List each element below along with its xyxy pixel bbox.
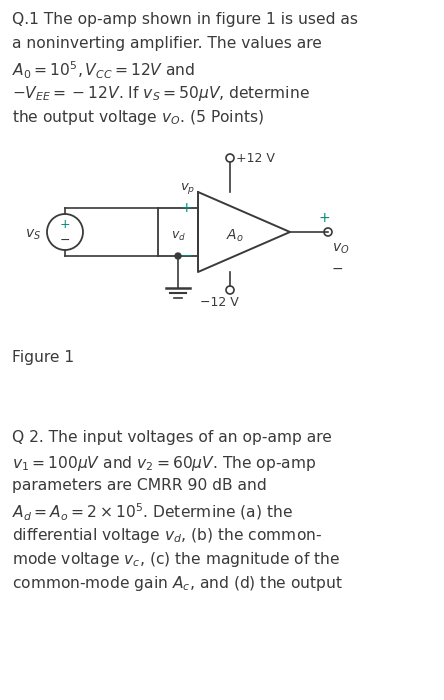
Circle shape xyxy=(175,253,181,259)
Text: −: − xyxy=(332,262,344,276)
Text: the output voltage $v_O$. (5 Points): the output voltage $v_O$. (5 Points) xyxy=(12,108,264,127)
Text: $-V_{EE} = -12V$. If $v_S = 50\mu V$, determine: $-V_{EE} = -12V$. If $v_S = 50\mu V$, de… xyxy=(12,84,310,103)
Text: a noninverting amplifier. The values are: a noninverting amplifier. The values are xyxy=(12,36,322,51)
Text: −: − xyxy=(60,234,70,246)
Text: +: + xyxy=(59,218,70,230)
Text: $A_d = A_o = 2 \times 10^5$. Determine (a) the: $A_d = A_o = 2 \times 10^5$. Determine (… xyxy=(12,502,293,523)
Text: mode voltage $v_c$, (c) the magnitude of the: mode voltage $v_c$, (c) the magnitude of… xyxy=(12,550,341,569)
Text: $A_o$: $A_o$ xyxy=(226,228,244,244)
Text: Figure 1: Figure 1 xyxy=(12,350,74,365)
Text: −: − xyxy=(180,249,192,263)
Text: $v_1 = 100\mu V$ and $v_2 = 60\mu V$. The op-amp: $v_1 = 100\mu V$ and $v_2 = 60\mu V$. Th… xyxy=(12,454,317,473)
Text: $A_0 = 10^5, V_{CC} = 12V$ and: $A_0 = 10^5, V_{CC} = 12V$ and xyxy=(12,60,195,81)
Text: Q 2. The input voltages of an op-amp are: Q 2. The input voltages of an op-amp are xyxy=(12,430,332,445)
Text: $v_d$: $v_d$ xyxy=(170,230,186,243)
Text: $v_S$: $v_S$ xyxy=(25,228,41,242)
Text: $v_O$: $v_O$ xyxy=(332,242,349,256)
Text: Q.1 The op-amp shown in figure 1 is used as: Q.1 The op-amp shown in figure 1 is used… xyxy=(12,12,358,27)
Text: parameters are CMRR 90 dB and: parameters are CMRR 90 dB and xyxy=(12,478,267,493)
Text: common-mode gain $A_c$, and (d) the output: common-mode gain $A_c$, and (d) the outp… xyxy=(12,574,343,593)
Text: +12 V: +12 V xyxy=(236,152,275,165)
Text: +: + xyxy=(180,201,192,215)
Text: differential voltage $v_d$, (b) the common-: differential voltage $v_d$, (b) the comm… xyxy=(12,526,322,545)
Text: −12 V: −12 V xyxy=(200,296,239,309)
Text: $v_p$: $v_p$ xyxy=(180,181,196,196)
Text: +: + xyxy=(318,211,330,225)
Bar xyxy=(158,208,198,256)
